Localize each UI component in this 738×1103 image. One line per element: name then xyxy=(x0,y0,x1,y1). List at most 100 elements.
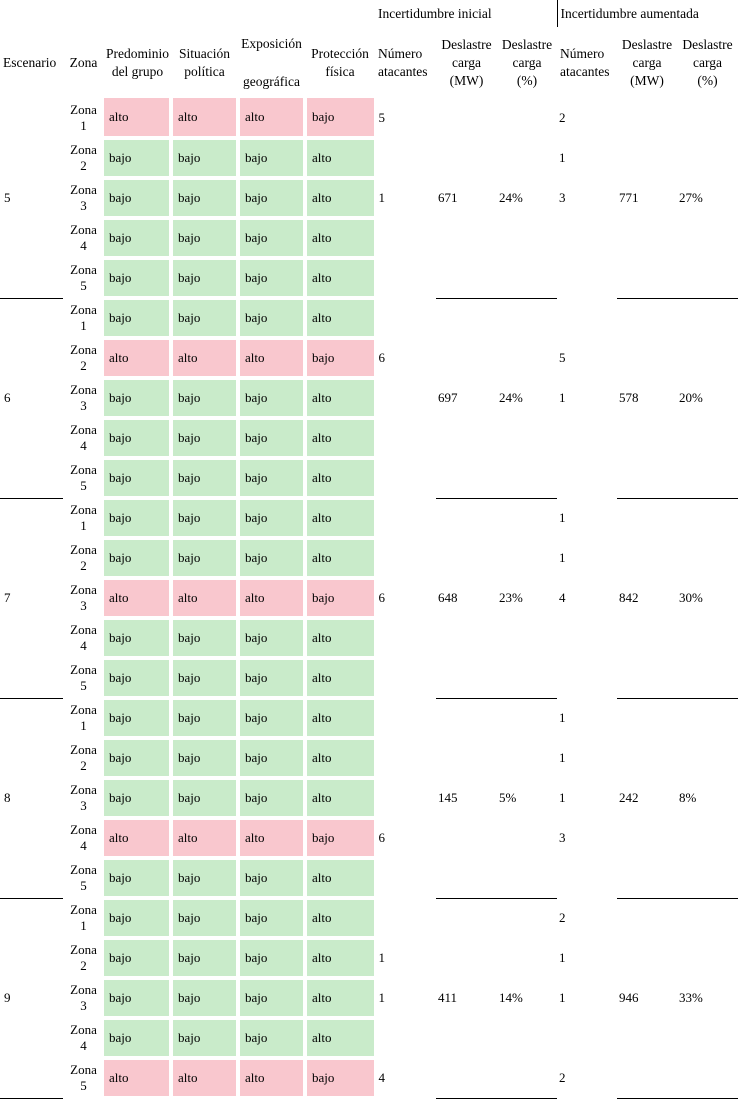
atacantes-augmented-cell xyxy=(557,618,617,658)
deslastre-pct-initial-cell xyxy=(497,258,558,299)
factor-cell-situacion: alto xyxy=(171,818,240,860)
factor-cell-proteccion: alto xyxy=(305,298,377,340)
deslastre-pct-augmented-cell xyxy=(677,898,738,938)
factor-cell-proteccion: alto xyxy=(305,258,377,300)
deslastre-pct-initial-cell xyxy=(497,538,557,578)
escenario-cell: 9 xyxy=(0,898,63,1099)
atacantes-augmented-cell: 1 xyxy=(559,790,566,805)
deslastre-mw-augmented-cell xyxy=(617,698,677,738)
deslastre-pct-initial-cell: 24% xyxy=(499,190,523,205)
zona-label: 2 xyxy=(80,158,87,173)
table-row: 7 Zona 1 bajo bajo bajo alto 1 xyxy=(0,498,738,699)
factor-cell-exposicion: bajo xyxy=(238,298,307,340)
factor-cell-predominio: alto xyxy=(104,338,173,380)
atacantes-initial-cell: 4 xyxy=(378,1070,386,1085)
zona-label: Zona xyxy=(70,822,97,837)
factor-cell-predominio: alto xyxy=(104,818,173,860)
factor-cell-exposicion: bajo xyxy=(238,698,307,740)
deslastre-mw-initial-cell: 648 xyxy=(438,590,458,605)
factor-cell-situacion: bajo xyxy=(171,458,240,500)
atacantes-augmented-cell xyxy=(557,298,617,338)
deslastre-pct-initial-cell xyxy=(497,1018,557,1058)
zona-label: 3 xyxy=(80,198,87,213)
factor-cell-predominio: bajo xyxy=(104,778,173,820)
factor-cell-predominio: bajo xyxy=(104,858,173,900)
factor-cell-proteccion: bajo xyxy=(305,98,377,140)
deslastre-mw-initial-cell xyxy=(436,218,497,258)
deslastre-mw-augmented-cell xyxy=(617,258,678,299)
col-header-deslastre-pct-initial: Deslastre carga (%) xyxy=(501,36,553,88)
zona-label: Zona xyxy=(70,502,97,517)
atacantes-augmented-cell xyxy=(557,458,617,498)
deslastre-mw-augmented-cell xyxy=(617,98,677,138)
atacantes-augmented-cell: 1 xyxy=(559,550,566,565)
deslastre-pct-augmented-cell xyxy=(677,1058,738,1099)
zona-label: Zona xyxy=(70,942,97,957)
deslastre-pct-augmented-cell xyxy=(677,258,738,299)
factor-cell-situacion: bajo xyxy=(171,858,240,900)
deslastre-pct-augmented-cell xyxy=(677,418,738,458)
factor-cell-situacion: bajo xyxy=(171,618,240,660)
atacantes-augmented-cell: 1 xyxy=(559,710,566,725)
col-header-zona: Zona xyxy=(69,54,98,70)
atacantes-augmented-cell: 2 xyxy=(559,110,566,125)
atacantes-initial-cell: 6 xyxy=(378,350,386,365)
factor-cell-proteccion: alto xyxy=(305,498,377,540)
table-row: Zona 3 alto alto alto bajo 6 648 23% 4 842 30% xyxy=(0,578,738,620)
deslastre-pct-initial-cell xyxy=(497,898,557,938)
factor-cell-proteccion: bajo xyxy=(305,818,377,860)
deslastre-mw-initial-cell xyxy=(436,658,497,699)
deslastre-mw-initial-cell xyxy=(436,898,497,938)
zona-cell: Zona 3 xyxy=(63,778,104,818)
deslastre-pct-augmented-cell: 30% xyxy=(679,590,703,605)
factor-cell-predominio: bajo xyxy=(104,938,173,980)
atacantes-initial-cell xyxy=(375,298,436,338)
table-row: Zona 4 alto alto alto bajo 6 3 xyxy=(0,818,738,860)
factor-cell-situacion: bajo xyxy=(171,178,240,220)
factor-cell-exposicion: bajo xyxy=(238,978,307,1020)
deslastre-mw-initial-cell xyxy=(436,818,497,858)
col-header-escenario: Escenario xyxy=(3,54,57,70)
deslastre-pct-initial-cell xyxy=(497,498,557,538)
factor-cell-exposicion: bajo xyxy=(238,378,307,420)
deslastre-mw-augmented-cell xyxy=(617,658,678,699)
factor-cell-exposicion: alto xyxy=(238,1058,307,1100)
deslastre-mw-initial-cell xyxy=(436,418,497,458)
deslastre-pct-initial-cell xyxy=(497,1058,558,1099)
factor-cell-predominio: bajo xyxy=(104,298,173,340)
factor-cell-predominio: bajo xyxy=(104,138,173,180)
factor-cell-proteccion: alto xyxy=(305,898,377,940)
table-row: Zona 2 bajo bajo bajo alto 1 xyxy=(0,538,738,580)
table-row: Zona 2 bajo bajo bajo alto 1 xyxy=(0,738,738,780)
table-row: Zona 4 bajo bajo bajo alto xyxy=(0,618,738,660)
deslastre-mw-initial-cell: 671 xyxy=(438,190,458,205)
deslastre-pct-augmented-cell xyxy=(677,858,738,899)
atacantes-augmented-cell xyxy=(557,258,617,298)
zona-label: 2 xyxy=(80,558,87,573)
atacantes-augmented-cell: 1 xyxy=(559,950,566,965)
deslastre-pct-initial-cell xyxy=(497,618,557,658)
deslastre-mw-initial-cell xyxy=(436,498,497,538)
factor-cell-exposicion: bajo xyxy=(238,658,307,700)
col-header-deslastre-mw-initial: Deslastre carga (MW) xyxy=(441,36,492,88)
table-row: Zona 5 bajo bajo bajo alto xyxy=(0,858,738,900)
factor-cell-situacion: bajo xyxy=(171,418,240,460)
factor-cell-situacion: bajo xyxy=(171,778,240,820)
deslastre-mw-augmented-cell xyxy=(617,538,677,578)
zona-cell: Zona 3 xyxy=(63,178,104,218)
zona-cell: Zona 2 xyxy=(63,938,104,978)
deslastre-pct-initial-cell xyxy=(497,658,558,699)
zona-cell: Zona 4 xyxy=(63,618,104,658)
factor-cell-predominio: bajo xyxy=(104,418,173,460)
factor-cell-predominio: bajo xyxy=(104,498,173,540)
deslastre-pct-augmented-cell xyxy=(677,538,738,578)
factor-cell-proteccion: alto xyxy=(305,618,377,660)
deslastre-mw-initial-cell xyxy=(436,458,497,499)
factor-cell-proteccion: alto xyxy=(305,378,377,420)
factor-cell-exposicion: bajo xyxy=(238,738,307,780)
table-row: Zona 2 bajo bajo bajo alto 1 xyxy=(0,138,738,180)
zona-cell: Zona 5 xyxy=(63,258,104,298)
factor-cell-situacion: bajo xyxy=(171,298,240,340)
factor-cell-situacion: bajo xyxy=(171,218,240,260)
deslastre-mw-initial-cell xyxy=(436,1058,497,1099)
